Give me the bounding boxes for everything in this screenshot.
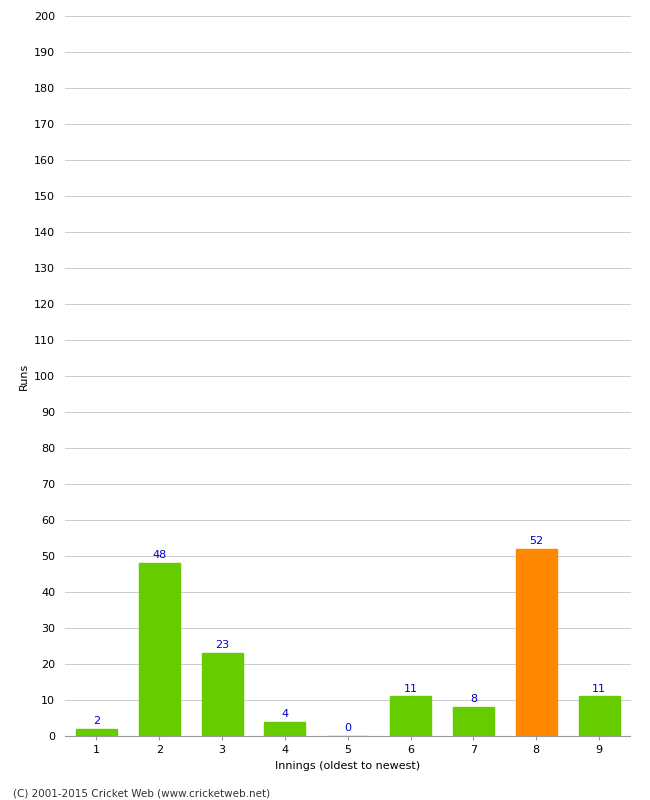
Text: 4: 4 bbox=[281, 709, 289, 718]
Bar bbox=[516, 549, 556, 736]
Text: 48: 48 bbox=[152, 550, 166, 560]
Bar bbox=[453, 707, 494, 736]
Text: 23: 23 bbox=[215, 640, 229, 650]
Bar bbox=[76, 729, 117, 736]
Bar bbox=[139, 563, 179, 736]
Bar bbox=[390, 696, 431, 736]
Bar bbox=[578, 696, 619, 736]
Text: (C) 2001-2015 Cricket Web (www.cricketweb.net): (C) 2001-2015 Cricket Web (www.cricketwe… bbox=[13, 788, 270, 798]
Text: 0: 0 bbox=[344, 723, 351, 733]
Bar bbox=[202, 653, 242, 736]
X-axis label: Innings (oldest to newest): Innings (oldest to newest) bbox=[275, 761, 421, 770]
Text: 11: 11 bbox=[404, 683, 417, 694]
Y-axis label: Runs: Runs bbox=[19, 362, 29, 390]
Text: 2: 2 bbox=[93, 716, 100, 726]
Text: 11: 11 bbox=[592, 683, 606, 694]
Text: 52: 52 bbox=[529, 536, 543, 546]
Bar bbox=[265, 722, 305, 736]
Text: 8: 8 bbox=[470, 694, 477, 704]
